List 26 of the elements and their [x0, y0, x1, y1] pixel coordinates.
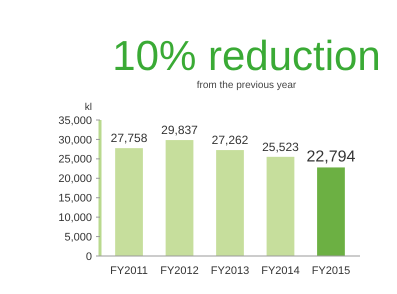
x-tick-label: FY2012 [160, 265, 199, 277]
data-label: 29,837 [161, 123, 198, 138]
bar [166, 140, 194, 256]
data-label: 25,523 [262, 140, 300, 154]
y-tick-label: 5,000 [64, 231, 92, 244]
x-tick-label: FY2015 [312, 265, 350, 277]
y-tick-label: 15,000 [58, 192, 92, 205]
chart-subtitle: from the previous year [196, 80, 297, 91]
chart-title: 10% reduction [112, 32, 381, 79]
x-tick-label: FY2014 [261, 265, 300, 277]
x-tick-label: FY2013 [210, 265, 250, 277]
bar [115, 148, 143, 256]
data-label: 22,794 [306, 148, 356, 166]
y-tick-label: 30,000 [58, 134, 92, 146]
y-tick-label: 35,000 [58, 114, 92, 127]
x-tick-label: FY2011 [110, 265, 148, 277]
data-label: 27,758 [110, 131, 148, 146]
y-tick-label: 0 [86, 250, 92, 263]
data-label: 27,262 [212, 133, 249, 148]
y-axis-title: kl [84, 102, 92, 113]
y-tick-label: 20,000 [58, 173, 92, 186]
bar [266, 156, 294, 256]
bar [216, 150, 244, 256]
bar [317, 167, 345, 256]
y-tick-label: 25,000 [58, 154, 92, 166]
y-tick-label: 10,000 [58, 212, 92, 224]
